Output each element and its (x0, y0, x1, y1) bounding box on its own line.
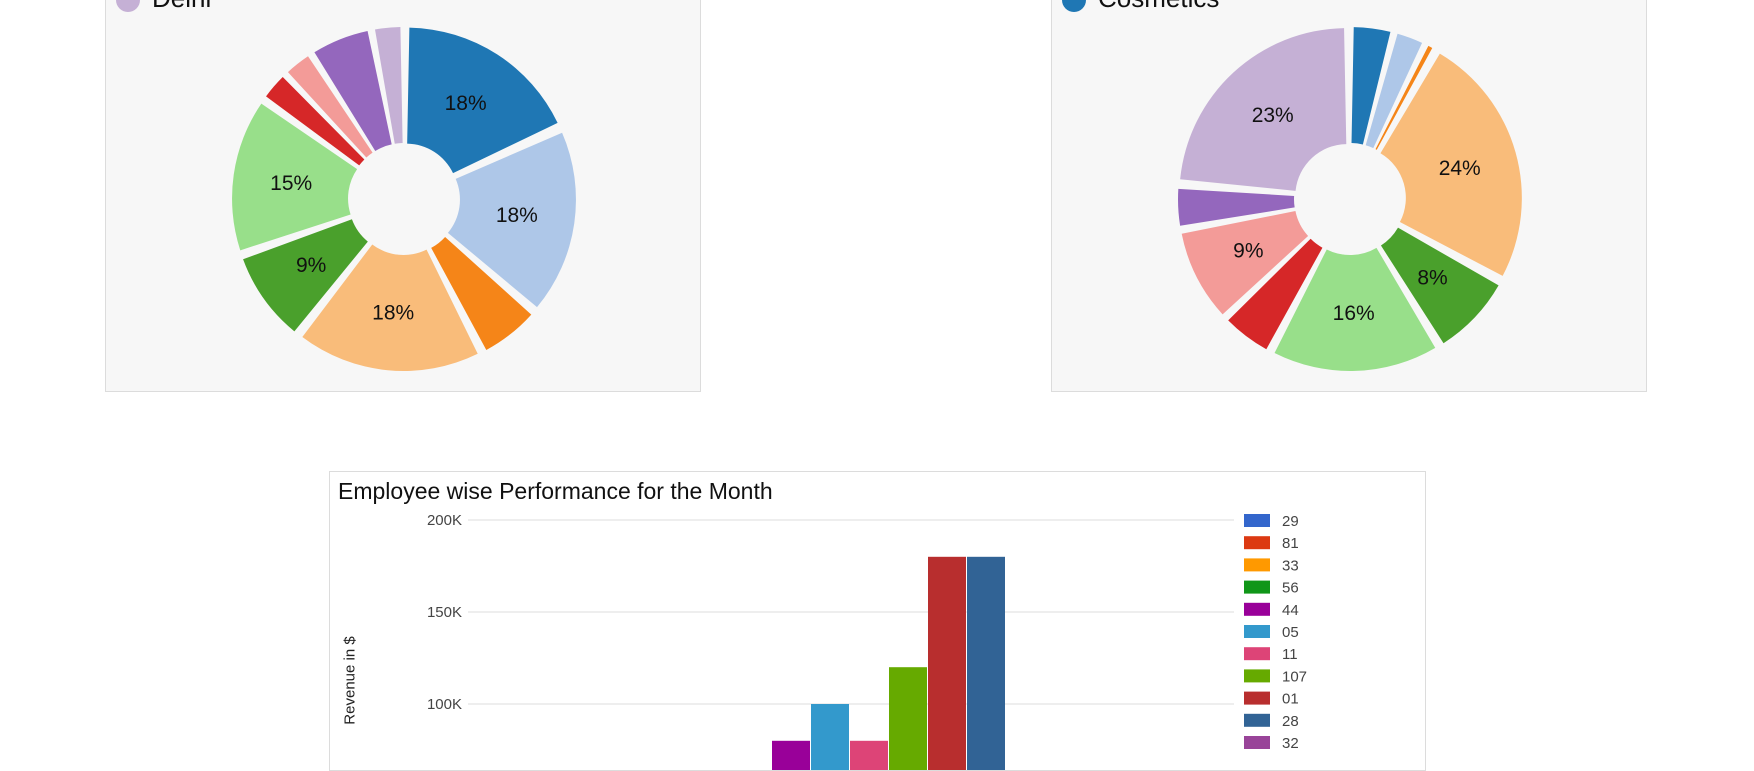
delhi-legend-dot (116, 0, 140, 12)
legend-swatch-29[interactable] (1244, 514, 1270, 527)
delhi-slice-8[interactable] (314, 30, 392, 152)
legend-label-29[interactable]: 29 (1282, 513, 1299, 530)
legend-swatch-107[interactable] (1244, 669, 1270, 683)
delhi-slice-3[interactable] (302, 244, 478, 371)
cosmetics-pie-chart: 24% 8% 16% 9% 23% (1178, 27, 1522, 371)
cosmetics-slice-8[interactable] (1178, 188, 1295, 226)
legend-label-05[interactable]: 05 (1282, 624, 1299, 641)
cosmetics-slice-label-5: 16% (1333, 302, 1375, 325)
delhi-slice-5[interactable] (232, 103, 358, 251)
legend-label-81[interactable]: 81 (1282, 535, 1299, 552)
legend-label-44[interactable]: 44 (1282, 602, 1299, 619)
legend-label-28[interactable]: 28 (1282, 713, 1299, 730)
legend-swatch-28[interactable] (1244, 713, 1270, 727)
cosmetics-slice-5[interactable] (1274, 247, 1436, 371)
cosmetics-slice-2[interactable] (1375, 45, 1433, 150)
bar-11[interactable] (850, 740, 888, 771)
legend-swatch-05[interactable] (1244, 625, 1270, 638)
legend-swatch-11[interactable] (1244, 647, 1270, 661)
y-tick-label-0: 200K (427, 512, 462, 529)
legend-swatch-81[interactable] (1244, 536, 1270, 550)
employee-bar-chart: 200K 150K 100K 29 81 33 56 44 05 11 107 01 28 32 (427, 512, 1307, 771)
delhi-slice-1[interactable] (447, 132, 576, 308)
legend-label-01[interactable]: 01 (1282, 691, 1299, 708)
legend-label-32[interactable]: 32 (1282, 735, 1299, 752)
cosmetics-slice-label-3: 24% (1439, 157, 1481, 180)
bar-44[interactable] (772, 740, 810, 771)
delhi-legend-label: Delhi (152, 0, 211, 14)
delhi-slice-label-0: 18% (445, 92, 487, 115)
bar-05[interactable] (811, 704, 849, 771)
bar-107[interactable] (889, 667, 927, 771)
legend-swatch-01[interactable] (1244, 691, 1270, 705)
legend-swatch-56[interactable] (1244, 580, 1270, 594)
delhi-slice-6[interactable] (266, 77, 365, 166)
delhi-slice-4[interactable] (243, 219, 368, 332)
delhi-slice-2[interactable] (431, 236, 532, 350)
legend-label-11[interactable]: 11 (1282, 646, 1298, 663)
cosmetics-slice-label-7: 9% (1233, 240, 1263, 263)
cosmetics-slice-1[interactable] (1365, 33, 1423, 149)
legend-swatch-33[interactable] (1244, 558, 1270, 572)
cosmetics-slice-4[interactable] (1380, 227, 1499, 344)
delhi-slice-label-5: 15% (270, 172, 312, 195)
delhi-pie-panel: Delhi 18% 18% 18% 9% 15% (105, 0, 701, 392)
cosmetics-slice-label-4: 8% (1417, 267, 1447, 290)
legend-swatch-44[interactable] (1244, 602, 1270, 616)
cosmetics-slice-3[interactable] (1380, 53, 1522, 276)
cosmetics-legend-label: Cosmetics (1098, 0, 1219, 14)
delhi-slice-label-1: 18% (496, 204, 538, 227)
delhi-slice-7[interactable] (287, 56, 373, 158)
cosmetics-legend-dot (1062, 0, 1086, 12)
y-tick-label-2: 100K (427, 696, 462, 713)
legend-label-33[interactable]: 33 (1282, 557, 1299, 574)
bar-28[interactable] (967, 556, 1005, 771)
legend-label-107[interactable]: 107 (1282, 668, 1307, 685)
cosmetics-slice-9[interactable] (1180, 28, 1347, 191)
delhi-slice-label-4: 9% (296, 254, 326, 277)
delhi-slice-0[interactable] (407, 27, 558, 174)
cosmetics-slice-7[interactable] (1181, 211, 1309, 315)
bar-01[interactable] (928, 556, 966, 771)
delhi-slice-9[interactable] (374, 27, 403, 144)
legend-label-56[interactable]: 56 (1282, 580, 1299, 597)
cosmetics-pie-panel: Cosmetics 24% 8% 16% 9% 23% (1051, 0, 1647, 392)
employee-performance-panel: Employee wise Performance for the Month … (329, 471, 1426, 771)
cosmetics-slice-label-9: 23% (1252, 104, 1294, 127)
cosmetics-slice-6[interactable] (1228, 238, 1323, 350)
bar-chart-title: Employee wise Performance for the Month (338, 478, 773, 504)
y-tick-label-1: 150K (427, 604, 462, 621)
legend-swatch-32[interactable] (1244, 736, 1270, 749)
delhi-pie-chart: 18% 18% 18% 9% 15% (232, 27, 576, 371)
delhi-slice-label-3: 18% (372, 301, 414, 324)
cosmetics-slice-0[interactable] (1351, 27, 1391, 145)
